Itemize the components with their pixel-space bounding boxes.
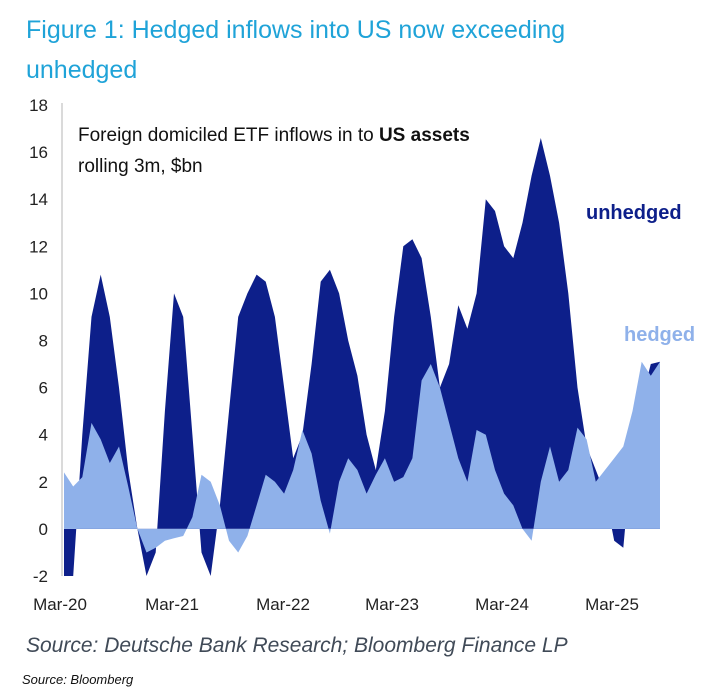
x-tick-label: Mar-23 <box>365 595 419 614</box>
y-tick-label: 8 <box>39 332 48 351</box>
y-tick-label: 2 <box>39 473 48 492</box>
annotation-prefix: Foreign domiciled ETF inflows in to <box>78 125 379 146</box>
y-tick-label: -2 <box>33 567 48 586</box>
x-tick-label: Mar-21 <box>145 595 199 614</box>
y-tick-label: 0 <box>39 520 48 539</box>
y-tick-label: 10 <box>29 284 48 303</box>
x-tick-label: Mar-24 <box>475 595 529 614</box>
annotation-line-1: Foreign domiciled ETF inflows in to US a… <box>78 125 470 146</box>
tick-layer: -2 0 2 4 6 8 10 12 14 16 18 Mar-20 Mar-21 Mar-22 Mar-2… <box>29 96 639 614</box>
y-tick-label: 14 <box>29 190 48 209</box>
series-label-unhedged: unhedged <box>586 202 682 224</box>
y-tick-label: 12 <box>29 237 48 256</box>
area-layer <box>64 138 660 576</box>
area-hedged <box>64 361 660 553</box>
series-label-hedged: hedged <box>624 324 695 346</box>
y-tick-label: 6 <box>39 379 48 398</box>
chart-title: Figure 1: Hedged inflows into US now exc… <box>26 16 566 84</box>
y-tick-label: 18 <box>29 96 48 115</box>
x-tick-label: Mar-25 <box>585 595 639 614</box>
y-tick-label: 16 <box>29 143 48 162</box>
y-tick-label: 4 <box>39 426 48 445</box>
x-tick-label: Mar-22 <box>256 595 310 614</box>
annotation-bold: US assets <box>379 125 470 146</box>
source-line: Source: Deutsche Bank Research; Bloomber… <box>26 634 568 657</box>
annotation-line-2: rolling 3m, $bn <box>78 156 203 177</box>
source-small: Source: Bloomberg <box>22 672 134 687</box>
area-unhedged <box>64 138 660 576</box>
x-tick-label: Mar-20 <box>33 595 87 614</box>
